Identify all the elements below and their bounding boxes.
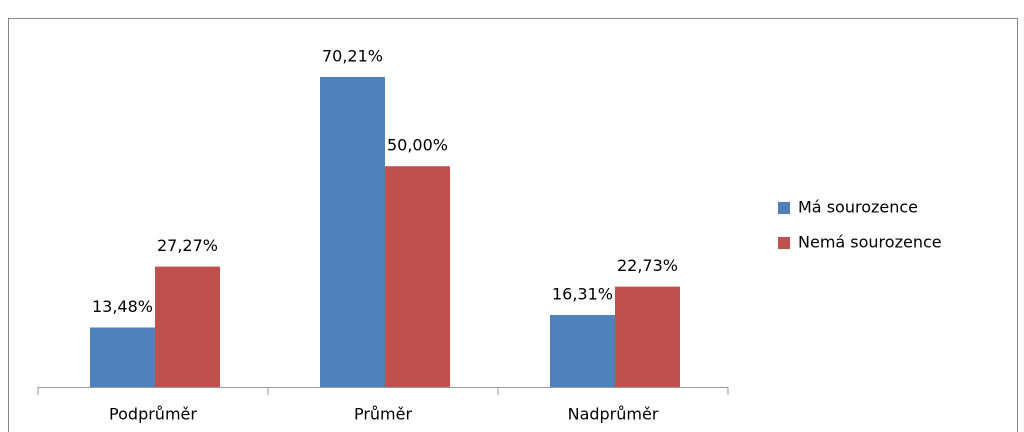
value-label: 27,27% [157,236,218,255]
x-tick-label: Nadprůměr [568,405,659,424]
bar [155,266,220,387]
bar [550,314,615,387]
bar [90,327,155,387]
value-label: 22,73% [617,256,678,275]
value-label: 70,21% [322,47,383,66]
x-tick-label: Průměr [354,405,413,424]
legend-swatch [778,237,790,249]
bar [615,286,680,387]
legend-swatch [778,202,790,214]
bar [385,166,450,387]
x-tick-label: Podprůměr [109,405,197,424]
value-label: 16,31% [552,284,613,303]
bar [320,77,385,387]
legend-label: Má sourozence [798,198,918,217]
legend-label: Nemá sourozence [798,233,942,252]
value-label: 50,00% [387,136,448,155]
value-label: 13,48% [92,297,153,316]
